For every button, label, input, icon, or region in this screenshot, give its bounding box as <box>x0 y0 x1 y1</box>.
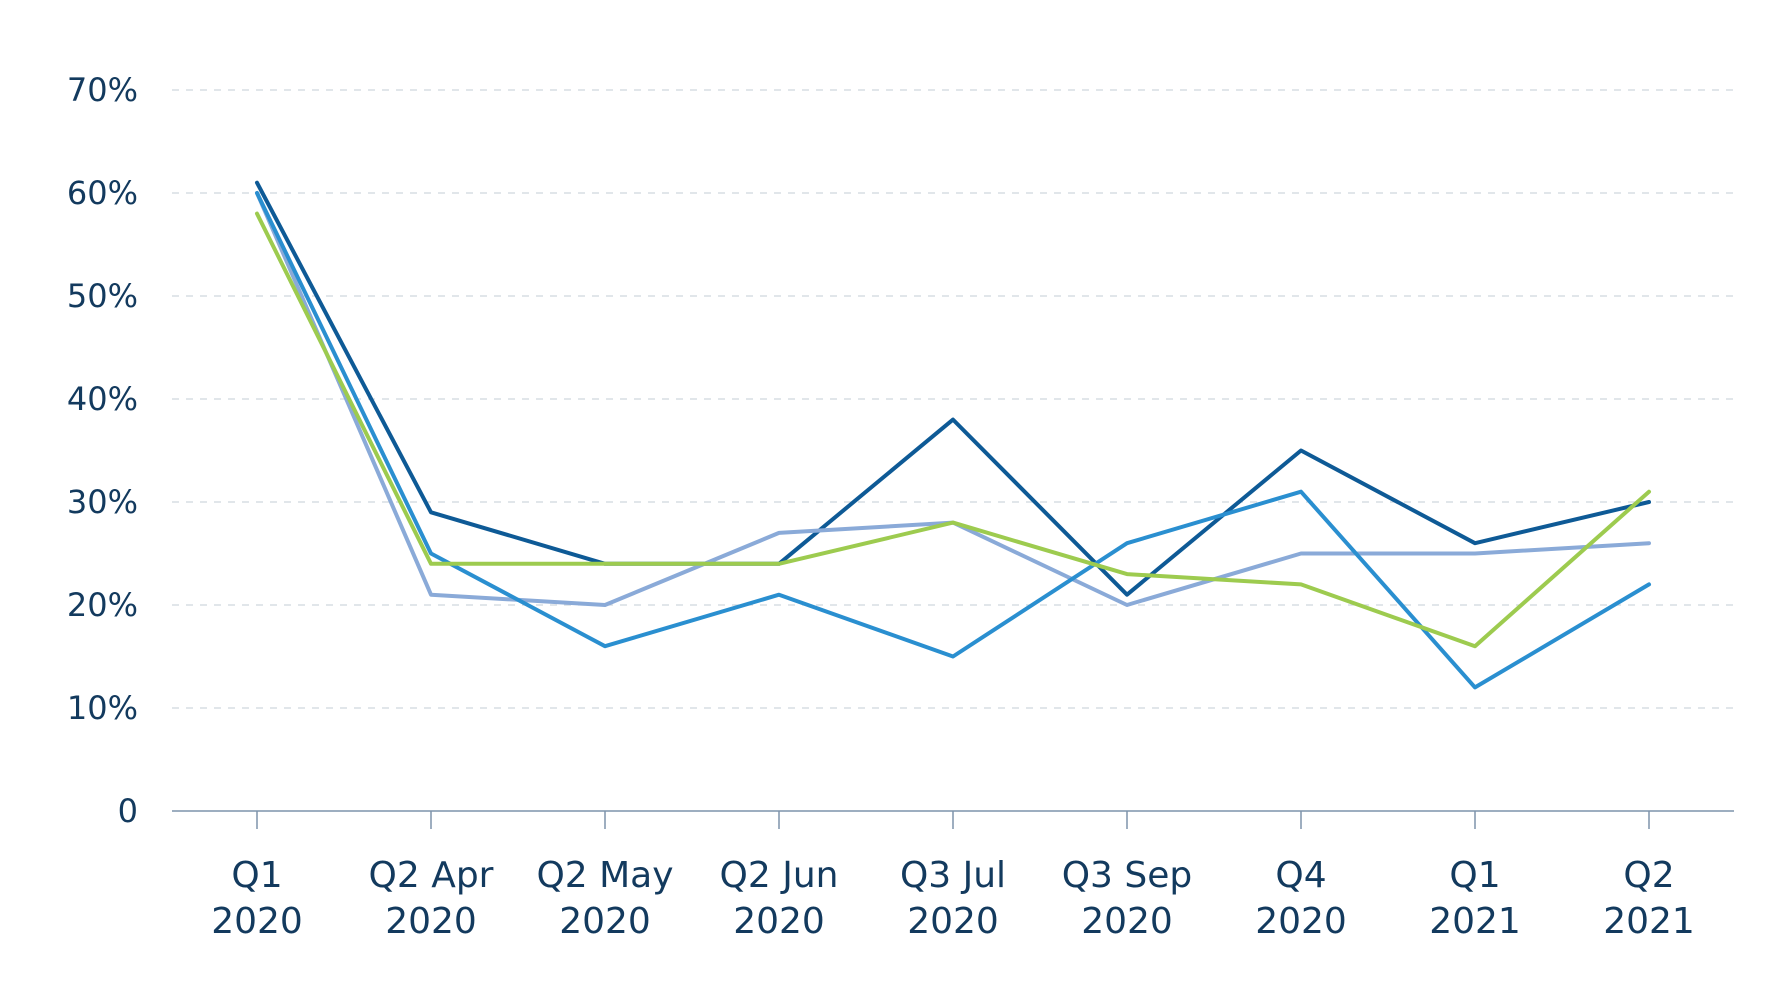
x-tick-labels: Q1 2020 Q2 Apr 2020 Q2 May 2020 Q2 Jun 2020 Q3 J… <box>211 855 1695 942</box>
series-line-4 <box>255 211 1651 649</box>
series-line-2 <box>255 191 1651 607</box>
x-tick-label: Q1 2021 <box>1429 855 1521 942</box>
x-tick-label: Q3 Jul 2020 <box>900 855 1006 942</box>
y-tick-label: 40% <box>67 380 138 418</box>
x-tick-label: Q2 Apr 2020 <box>369 855 494 942</box>
y-tick-label: 30% <box>67 483 138 521</box>
y-tick-label: 20% <box>67 586 138 624</box>
y-tick-label: 50% <box>67 277 138 315</box>
series-line-3 <box>255 191 1651 690</box>
x-tick-label: Q2 May 2020 <box>536 855 673 942</box>
x-tick-label: Q4 2020 <box>1255 855 1347 942</box>
x-tick-label: Q1 2020 <box>211 855 303 942</box>
y-tick-label: 0 <box>118 792 138 830</box>
y-tick-labels: 0 10% 20% 30% 40% 50% 60% 70% <box>67 71 138 830</box>
series-lines <box>255 180 1651 690</box>
x-tick-label: Q2 Jun 2020 <box>720 855 839 942</box>
x-tick-label: Q3 Sep 2020 <box>1062 855 1193 942</box>
x-tick-label: Q2 2021 <box>1603 855 1695 942</box>
gridlines <box>172 89 1734 709</box>
y-tick-label: 70% <box>67 71 138 109</box>
y-tick-label: 10% <box>67 689 138 727</box>
x-axis <box>172 810 1734 829</box>
series-line-1 <box>255 180 1651 597</box>
y-tick-label: 60% <box>67 174 138 212</box>
